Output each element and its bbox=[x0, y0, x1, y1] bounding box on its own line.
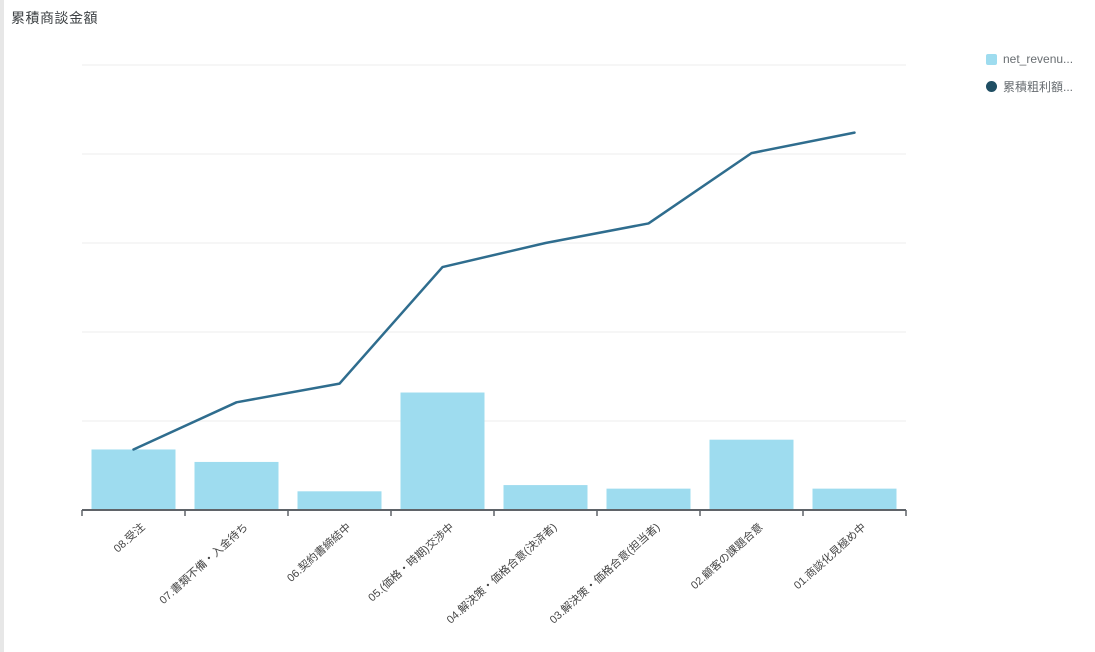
bar-04.解決策・価格合意(決済者)[interactable] bbox=[503, 485, 588, 510]
bar-07.書類不備・入金待ち[interactable] bbox=[194, 461, 279, 510]
bar-01.商談化見極め中[interactable] bbox=[812, 488, 897, 510]
chart-legend: net_revenu... 累積粗利額... bbox=[986, 52, 1073, 95]
legend-item-label: net_revenu... bbox=[1003, 52, 1074, 66]
x-axis-label: 06.契約書締結中 bbox=[284, 520, 354, 585]
bar-05.(価格・時期)交渉中[interactable] bbox=[400, 392, 485, 510]
x-axis-label: 02.顧客の課題合意 bbox=[688, 520, 766, 592]
legend-item-net-revenue[interactable]: net_revenu... bbox=[986, 52, 1073, 66]
x-axis-label: 03.解決策・価格合意(担当者) bbox=[546, 520, 662, 627]
x-axis-label: 01.商談化見極め中 bbox=[791, 520, 869, 592]
x-axis-label: 05.(価格・時期)交渉中 bbox=[365, 520, 457, 604]
x-axis-label: 07.書類不備・入金待ち bbox=[156, 520, 250, 607]
bar-02.顧客の課題合意[interactable] bbox=[709, 439, 794, 510]
bar-03.解決策・価格合意(担当者)[interactable] bbox=[606, 488, 691, 510]
panel-left-border bbox=[0, 0, 4, 652]
legend-item-cumulative-gross-profit[interactable]: 累積粗利額... bbox=[986, 78, 1073, 95]
legend-square-icon bbox=[986, 53, 997, 65]
legend-item-label: 累積粗利額... bbox=[1003, 80, 1074, 94]
bar-08.受注[interactable] bbox=[91, 449, 176, 510]
x-axis-label: 08.受注 bbox=[110, 520, 147, 555]
x-axis-label: 04.解決策・価格合意(決済者) bbox=[443, 520, 559, 627]
cumulative-line[interactable] bbox=[132, 131, 856, 451]
bar-06.契約書締結中[interactable] bbox=[297, 491, 382, 510]
legend-circle-icon bbox=[986, 81, 997, 92]
chart-title: 累積商談金額 bbox=[11, 10, 98, 26]
